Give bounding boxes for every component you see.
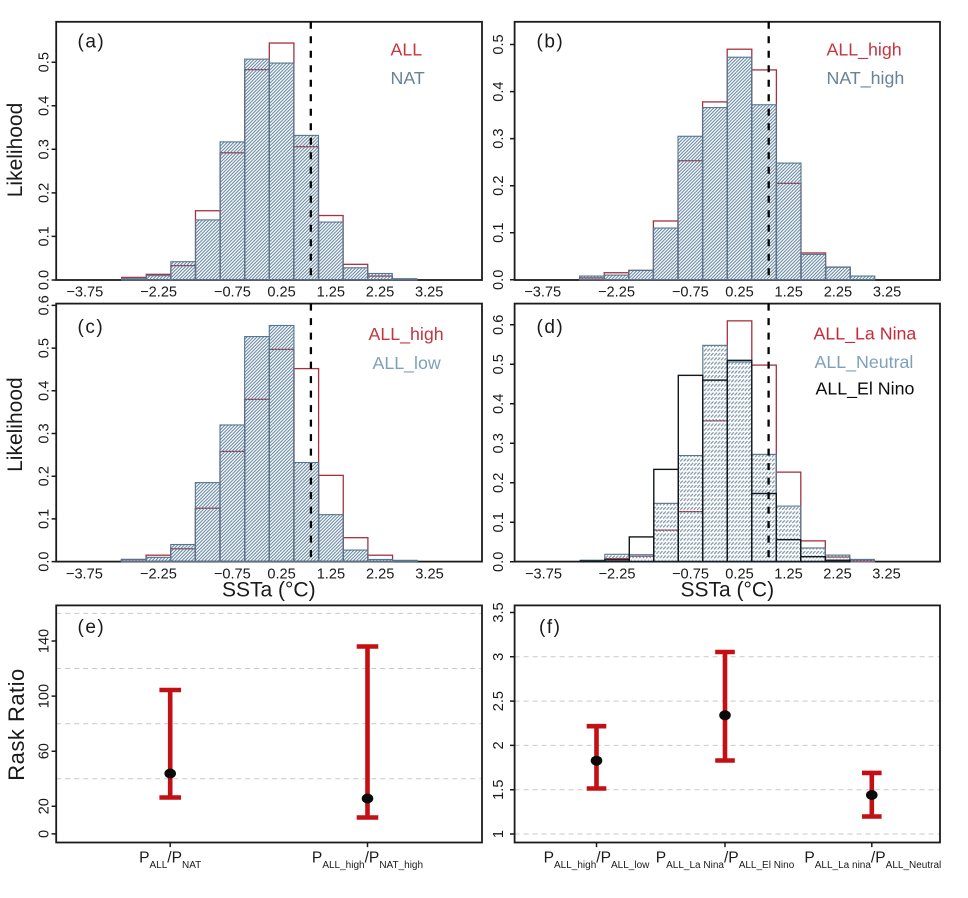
svg-text:2.25: 2.25 [823, 566, 851, 582]
svg-text:140: 140 [37, 629, 53, 653]
svg-text:(d): (d) [537, 317, 565, 338]
svg-text:−0.75: −0.75 [672, 285, 709, 301]
svg-text:0.0: 0.0 [491, 552, 507, 572]
svg-text:1.25: 1.25 [774, 285, 802, 301]
svg-text:Likelihood: Likelihood [4, 103, 27, 198]
svg-text:PALL_La Nina/PALL_El Nino: PALL_La Nina/PALL_El Nino [656, 850, 795, 872]
svg-text:100: 100 [37, 684, 53, 708]
svg-text:SSTa (°C): SSTa (°C) [681, 579, 775, 602]
svg-text:0.5: 0.5 [37, 338, 53, 358]
svg-text:−3.75: −3.75 [66, 285, 103, 301]
svg-text:0.1: 0.1 [37, 509, 53, 529]
svg-text:0.3: 0.3 [491, 433, 507, 453]
svg-text:ALL_high: ALL_high [827, 40, 902, 61]
svg-text:ALL_low: ALL_low [373, 353, 441, 374]
svg-text:0.1: 0.1 [37, 226, 53, 246]
svg-text:1.25: 1.25 [317, 285, 345, 301]
svg-text:60: 60 [37, 743, 53, 759]
svg-text:3.25: 3.25 [415, 285, 443, 301]
svg-text:0.3: 0.3 [491, 128, 507, 148]
svg-text:1.5: 1.5 [491, 780, 507, 800]
svg-text:(c): (c) [78, 317, 105, 338]
svg-text:NAT: NAT [391, 68, 425, 88]
svg-text:PALL_La nina/PALL_Neutral: PALL_La nina/PALL_Neutral [804, 850, 941, 872]
svg-text:0.6: 0.6 [37, 295, 53, 315]
svg-text:1.25: 1.25 [317, 566, 345, 582]
svg-text:PALL_high/PALL_low: PALL_high/PALL_low [544, 850, 651, 872]
svg-text:0.2: 0.2 [491, 176, 507, 196]
svg-text:3.25: 3.25 [872, 566, 900, 582]
svg-text:−3.75: −3.75 [524, 285, 561, 301]
svg-text:2.25: 2.25 [366, 285, 394, 301]
svg-text:0: 0 [37, 830, 53, 838]
svg-text:ALL: ALL [391, 40, 423, 60]
svg-text:1: 1 [491, 830, 507, 838]
svg-text:(b): (b) [537, 32, 565, 53]
svg-text:3.25: 3.25 [415, 566, 443, 582]
svg-text:−0.75: −0.75 [214, 566, 251, 582]
svg-text:−3.75: −3.75 [66, 566, 103, 582]
svg-text:0.4: 0.4 [491, 81, 507, 101]
svg-text:3.25: 3.25 [873, 285, 901, 301]
svg-text:−0.75: −0.75 [672, 566, 709, 582]
svg-text:−2.25: −2.25 [598, 285, 635, 301]
svg-text:−2.25: −2.25 [140, 285, 177, 301]
svg-text:0.2: 0.2 [37, 466, 53, 486]
svg-text:0.0: 0.0 [37, 270, 53, 290]
svg-text:3: 3 [491, 653, 507, 661]
svg-text:0.25: 0.25 [267, 285, 295, 301]
svg-text:0.2: 0.2 [491, 473, 507, 493]
svg-text:0.4: 0.4 [37, 381, 53, 401]
svg-text:0.5: 0.5 [491, 354, 507, 374]
svg-text:0.25: 0.25 [725, 285, 753, 301]
svg-text:0.5: 0.5 [37, 52, 53, 72]
svg-text:0.4: 0.4 [491, 394, 507, 414]
svg-text:0.1: 0.1 [491, 512, 507, 532]
svg-text:−2.25: −2.25 [599, 566, 636, 582]
svg-text:(a): (a) [78, 32, 106, 53]
svg-text:(f): (f) [539, 617, 561, 638]
svg-text:0.4: 0.4 [37, 96, 53, 116]
svg-text:−2.25: −2.25 [140, 566, 177, 582]
svg-text:1.25: 1.25 [774, 566, 802, 582]
svg-text:2.25: 2.25 [366, 566, 394, 582]
svg-text:0.25: 0.25 [267, 566, 295, 582]
svg-text:ALL_high: ALL_high [369, 324, 444, 345]
svg-text:0.1: 0.1 [491, 223, 507, 243]
svg-text:0.25: 0.25 [725, 566, 753, 582]
svg-text:0.3: 0.3 [37, 423, 53, 443]
svg-text:PALL_high/PNAT_high: PALL_high/PNAT_high [312, 850, 423, 872]
svg-text:(e): (e) [78, 617, 106, 638]
svg-text:2.25: 2.25 [824, 285, 852, 301]
svg-text:Rask Ratio: Rask Ratio [4, 668, 29, 781]
svg-text:PALL/PNAT: PALL/PNAT [139, 850, 201, 872]
svg-text:0.0: 0.0 [37, 551, 53, 571]
svg-text:ALL_La Nina: ALL_La Nina [814, 324, 917, 345]
svg-text:0.5: 0.5 [491, 34, 507, 54]
svg-text:Likelihood: Likelihood [4, 377, 27, 472]
svg-text:2: 2 [491, 741, 507, 749]
svg-text:ALL_Neutral: ALL_Neutral [815, 352, 914, 373]
svg-text:SSTa (°C): SSTa (°C) [222, 579, 316, 602]
svg-text:−0.75: −0.75 [214, 285, 251, 301]
svg-text:0.2: 0.2 [37, 183, 53, 203]
svg-text:NAT_high: NAT_high [827, 68, 905, 89]
svg-text:ALL_El Nino: ALL_El Nino [816, 379, 915, 400]
svg-text:0.0: 0.0 [491, 270, 507, 290]
svg-text:−3.75: −3.75 [525, 566, 562, 582]
svg-text:3.5: 3.5 [491, 602, 507, 622]
svg-text:0.6: 0.6 [491, 315, 507, 335]
svg-text:0.3: 0.3 [37, 139, 53, 159]
svg-text:2.5: 2.5 [491, 691, 507, 711]
svg-text:20: 20 [37, 798, 53, 814]
